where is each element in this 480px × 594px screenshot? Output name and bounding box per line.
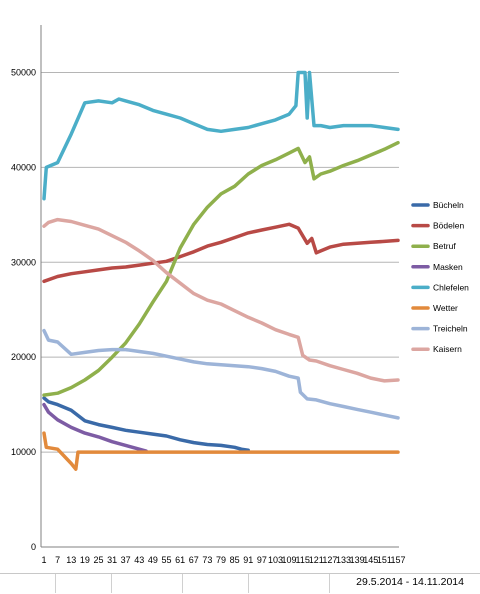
x-tick-label: 49 [148, 555, 158, 565]
legend: Bücheln Bödelen Betruf Masken Chlefelen Wette… [411, 200, 469, 354]
y-tick-labels: 0 10000 20000 30000 40000 50000 [11, 67, 36, 552]
y-tick-label: 20000 [11, 352, 36, 362]
series-lines [42, 70, 400, 471]
x-tick-label: 145 [363, 555, 378, 565]
series-line-6 [42, 328, 400, 420]
legend-label: Kaisern [433, 344, 462, 354]
x-tick-label: 67 [189, 555, 199, 565]
x-tick-label: 127 [322, 555, 337, 565]
x-tick-labels: 1 7 13 19 25 31 37 43 49 55 61 67 73 79 85 91 97 10310911… [41, 555, 405, 565]
x-tick-label: 13 [66, 555, 76, 565]
series-line-1 [42, 222, 400, 284]
sheet-cell[interactable] [56, 574, 112, 593]
sheet-cell[interactable] [112, 574, 183, 593]
series-line-2 [42, 140, 400, 397]
y-tick-label: 0 [31, 542, 36, 552]
sheet-cell[interactable] [0, 574, 56, 593]
x-tick-label: 31 [107, 555, 117, 565]
series-line-4 [42, 70, 400, 201]
legend-label: Wetter [433, 303, 458, 313]
sheet-cell[interactable] [183, 574, 249, 593]
legend-label: Treicheln [433, 324, 468, 334]
x-tick-label: 109 [282, 555, 297, 565]
axes [40, 25, 399, 548]
x-tick-label: 1 [41, 555, 46, 565]
x-tick-label: 85 [230, 555, 240, 565]
legend-label: Chlefelen [433, 282, 469, 292]
x-tick-label: 25 [93, 555, 103, 565]
x-tick-label: 151 [377, 555, 392, 565]
x-tick-label: 61 [175, 555, 185, 565]
y-tick-label: 30000 [11, 257, 36, 267]
x-tick-label: 157 [390, 555, 405, 565]
x-tick-label: 7 [55, 555, 60, 565]
series-line-0 [42, 396, 250, 452]
x-tick-label: 91 [243, 555, 253, 565]
legend-label: Bödelen [433, 221, 464, 231]
x-tick-label: 37 [121, 555, 131, 565]
x-tick-label: 79 [216, 555, 226, 565]
sheet-cell[interactable] [249, 574, 330, 593]
x-tick-label: 19 [80, 555, 90, 565]
x-tick-label: 73 [202, 555, 212, 565]
series-line-3 [42, 402, 148, 453]
y-tick-label: 40000 [11, 162, 36, 172]
spreadsheet-footer-row: 29.5.2014 - 14.11.2014 [0, 573, 480, 594]
x-tick-label: 139 [350, 555, 365, 565]
x-tick-label: 133 [336, 555, 351, 565]
legend-label: Betruf [433, 241, 456, 251]
y-tick-label: 10000 [11, 447, 36, 457]
legend-label: Masken [433, 262, 463, 272]
x-tick-label: 97 [257, 555, 267, 565]
series-line-7 [42, 217, 400, 383]
series-line-5 [42, 431, 400, 471]
legend-label: Bücheln [433, 200, 464, 210]
x-tick-label: 103 [268, 555, 283, 565]
y-tick-label: 50000 [11, 67, 36, 77]
x-tick-label: 43 [134, 555, 144, 565]
x-tick-label: 121 [309, 555, 324, 565]
x-tick-label: 115 [296, 555, 310, 565]
date-range-label: 29.5.2014 - 14.11.2014 [356, 576, 464, 588]
x-tick-label: 55 [162, 555, 172, 565]
